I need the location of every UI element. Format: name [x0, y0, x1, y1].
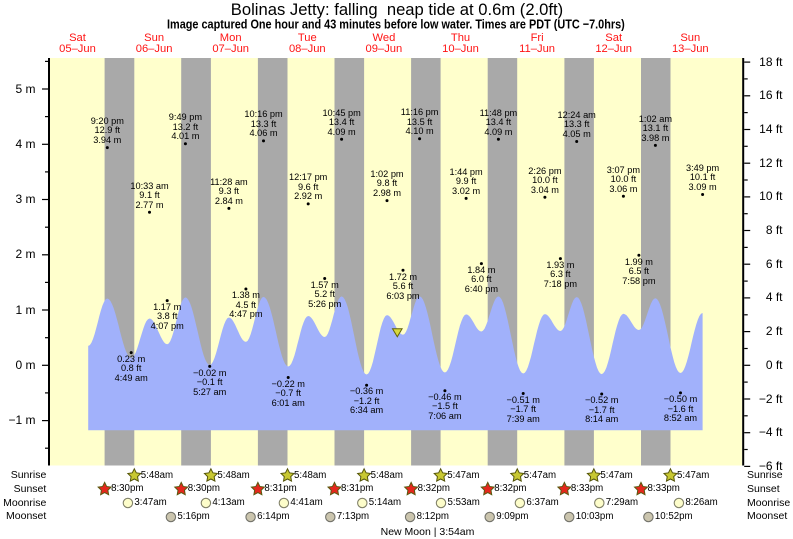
svg-text:Bolinas Jetty: falling neap t: Bolinas Jetty: falling neap tide at 0.6m… [231, 1, 563, 19]
svg-text:Image captured One hour and 43: Image captured One hour and 43 minutes b… [167, 16, 625, 31]
